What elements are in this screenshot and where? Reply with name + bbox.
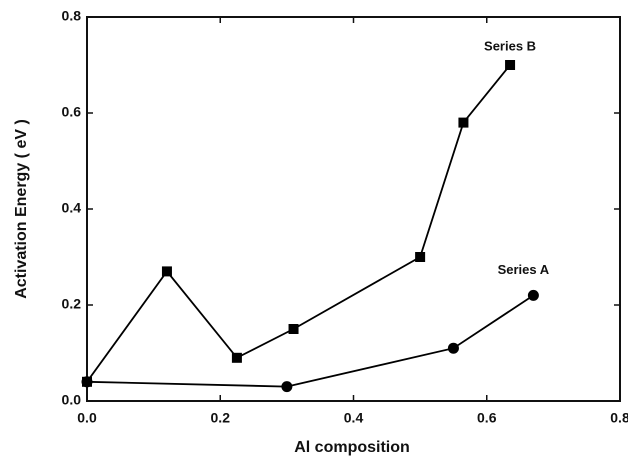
series-line <box>86 294 534 388</box>
marker <box>161 266 172 277</box>
series-label: Series A <box>498 262 550 277</box>
x-tick-label: 0.8 <box>610 410 628 426</box>
x-tick-label: 0.2 <box>211 410 231 426</box>
y-tick-label: 0.6 <box>62 104 82 120</box>
marker <box>81 376 93 388</box>
x-tick-label: 0.4 <box>344 410 364 426</box>
marker <box>505 60 516 70</box>
y-tick-label: 0.0 <box>62 392 82 408</box>
plot-frame <box>86 16 621 402</box>
marker <box>527 289 539 301</box>
marker <box>288 324 299 334</box>
marker <box>447 342 459 354</box>
y-tick-label: 0.8 <box>62 8 82 24</box>
y-axis-label: Activation Energy ( eV ) <box>13 119 30 299</box>
x-tick-label: 0.0 <box>77 410 97 426</box>
series-line <box>86 64 511 383</box>
x-tick-label: 0.6 <box>477 410 497 426</box>
marker <box>231 352 242 363</box>
x-axis-label: Al composition <box>294 439 410 456</box>
marker <box>415 252 426 262</box>
y-tick-label: 0.2 <box>62 296 82 312</box>
marker <box>458 117 469 128</box>
marker <box>281 381 293 393</box>
series-label: Series B <box>484 38 536 53</box>
y-tick-label: 0.4 <box>62 200 82 216</box>
